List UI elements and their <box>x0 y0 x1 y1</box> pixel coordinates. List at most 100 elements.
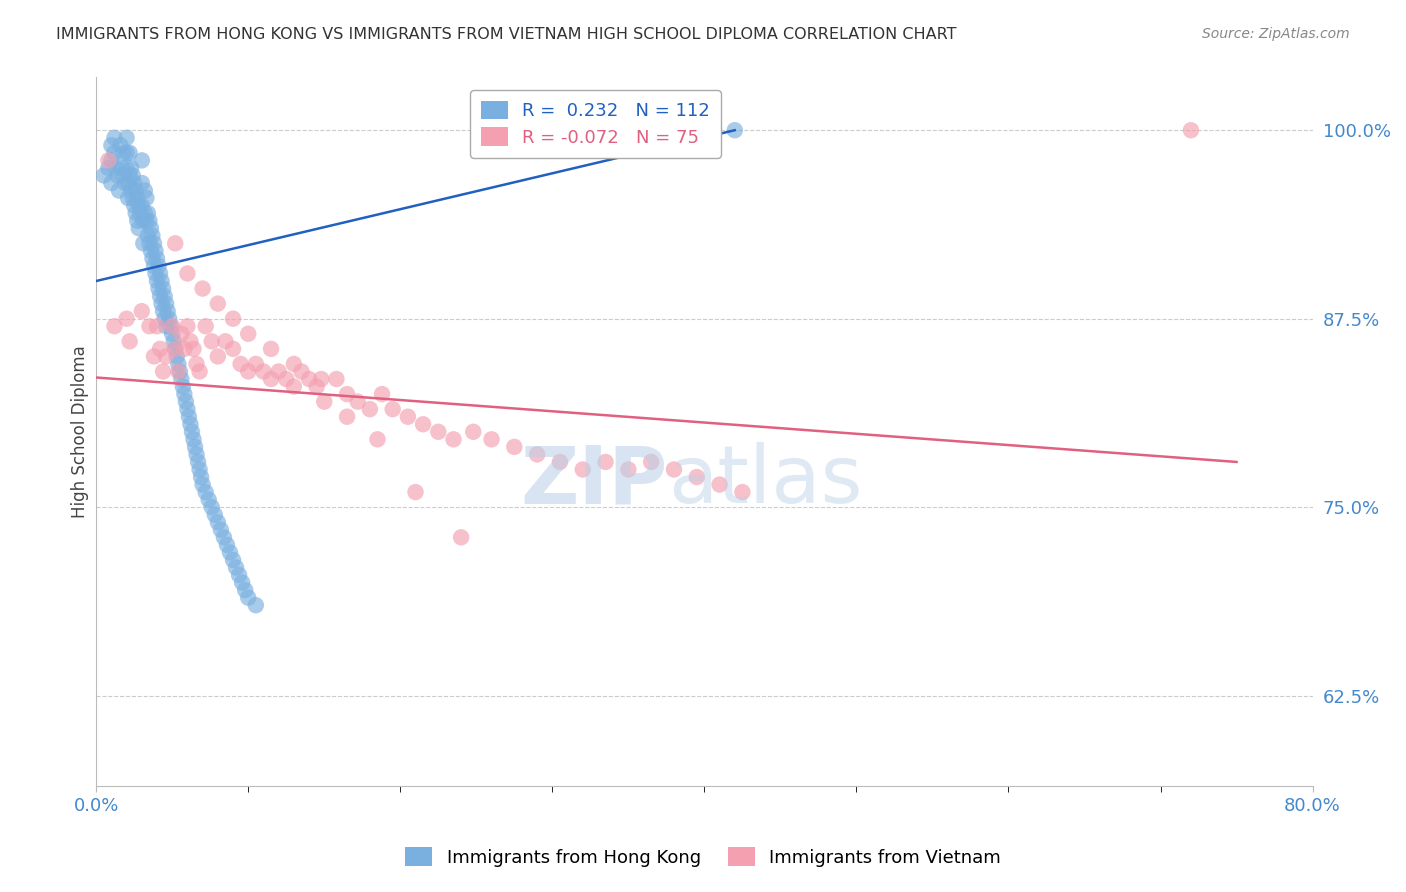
Point <box>181 425 204 439</box>
Point <box>481 433 503 447</box>
Point <box>122 199 145 213</box>
Point <box>108 184 131 198</box>
Point <box>233 583 256 598</box>
Point <box>186 447 208 461</box>
Point <box>283 379 305 393</box>
Point <box>207 515 229 529</box>
Point <box>118 145 141 160</box>
Point <box>662 123 685 137</box>
Point <box>170 372 193 386</box>
Point <box>405 485 427 500</box>
Point <box>197 492 219 507</box>
Point <box>120 161 142 175</box>
Point <box>131 176 153 190</box>
Point <box>143 259 166 273</box>
Point <box>336 387 359 401</box>
Point <box>146 319 169 334</box>
Point <box>111 161 134 175</box>
Point <box>115 130 138 145</box>
Point <box>238 364 260 378</box>
Point <box>141 252 163 266</box>
Point <box>160 319 183 334</box>
Point <box>146 252 169 266</box>
Point <box>152 364 174 378</box>
Point <box>145 267 167 281</box>
Point <box>127 191 149 205</box>
Point <box>166 350 188 364</box>
Point <box>184 440 207 454</box>
Point <box>155 296 177 310</box>
Point <box>359 402 381 417</box>
Point <box>194 319 217 334</box>
Point <box>122 176 145 190</box>
Point <box>731 485 754 500</box>
Point <box>128 199 150 213</box>
Point <box>187 455 209 469</box>
Point <box>526 447 548 461</box>
Point <box>1180 123 1202 137</box>
Point <box>136 228 159 243</box>
Point <box>112 169 135 183</box>
Point <box>112 145 135 160</box>
Point <box>129 206 152 220</box>
Point <box>118 334 141 349</box>
Point <box>146 274 169 288</box>
Point <box>139 221 162 235</box>
Point <box>215 538 238 552</box>
Point <box>136 206 159 220</box>
Point <box>179 417 201 432</box>
Point <box>115 311 138 326</box>
Point <box>138 236 160 251</box>
Point <box>290 364 312 378</box>
Point <box>128 221 150 235</box>
Point <box>276 372 298 386</box>
Point <box>201 334 224 349</box>
Point <box>260 372 283 386</box>
Point <box>138 319 160 334</box>
Point <box>127 213 149 227</box>
Point <box>222 311 245 326</box>
Point <box>93 169 115 183</box>
Text: Source: ZipAtlas.com: Source: ZipAtlas.com <box>1202 27 1350 41</box>
Point <box>138 213 160 227</box>
Point <box>463 425 485 439</box>
Point <box>724 123 747 137</box>
Point <box>134 206 156 220</box>
Point <box>104 161 127 175</box>
Point <box>640 455 662 469</box>
Point <box>194 485 217 500</box>
Point <box>427 425 450 439</box>
Point <box>135 191 157 205</box>
Point <box>103 130 125 145</box>
Point <box>201 500 224 515</box>
Point <box>131 199 153 213</box>
Point <box>97 161 120 175</box>
Point <box>153 289 176 303</box>
Point <box>165 236 187 251</box>
Point <box>150 274 173 288</box>
Point <box>176 319 198 334</box>
Point <box>503 440 526 454</box>
Point <box>209 523 232 537</box>
Point <box>152 304 174 318</box>
Point <box>366 433 388 447</box>
Point <box>336 409 359 424</box>
Point <box>267 364 290 378</box>
Point <box>371 387 394 401</box>
Point <box>174 394 197 409</box>
Point <box>143 236 166 251</box>
Point <box>381 402 404 417</box>
Point <box>103 145 125 160</box>
Point <box>160 326 183 341</box>
Point <box>100 153 122 168</box>
Point <box>229 357 252 371</box>
Point <box>207 350 229 364</box>
Point <box>141 228 163 243</box>
Point <box>238 326 260 341</box>
Point <box>709 477 731 491</box>
Text: ZIP: ZIP <box>520 442 668 520</box>
Point <box>114 176 136 190</box>
Point <box>219 545 242 559</box>
Point <box>571 462 593 476</box>
Point <box>163 334 186 349</box>
